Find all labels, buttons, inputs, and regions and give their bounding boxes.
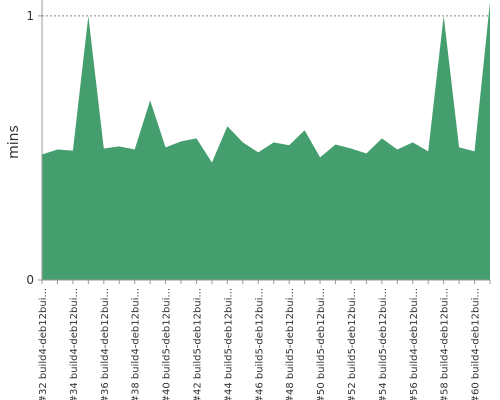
x-tick-label: #52 build5-deb12bui... <box>347 288 358 400</box>
y-axis-label: mins <box>6 125 22 159</box>
x-tick-label: #40 build5-deb12bui... <box>162 288 173 400</box>
x-tick-label: #50 build5-deb12bui... <box>316 288 327 400</box>
x-tick-label: #48 build5-deb12bui... <box>285 288 296 400</box>
area <box>42 1 490 280</box>
x-tick-label: #60 build4-deb12bui... <box>471 288 482 400</box>
x-tick-label: #34 build4-deb12bui... <box>69 288 80 400</box>
y-tick-label: 1 <box>26 9 34 23</box>
x-tick-label: #36 build4-deb12bui... <box>100 288 111 400</box>
x-tick-label: #58 build4-deb12bui... <box>440 288 451 400</box>
x-tick-label: #42 build5-deb12bui... <box>192 288 203 400</box>
x-tick-label: #38 build4-deb12bui... <box>131 288 142 400</box>
x-tick-label: #44 build5-deb12bui... <box>223 288 234 400</box>
x-tick-label: #32 build4-deb12bui... <box>38 288 49 400</box>
x-tick-label: #54 build5-deb12bui... <box>378 288 389 400</box>
x-tick-label: #56 build4-deb12bui... <box>409 288 420 400</box>
y-tick-label: 0 <box>26 273 34 287</box>
x-tick-label: #46 build5-deb12bui... <box>254 288 265 400</box>
